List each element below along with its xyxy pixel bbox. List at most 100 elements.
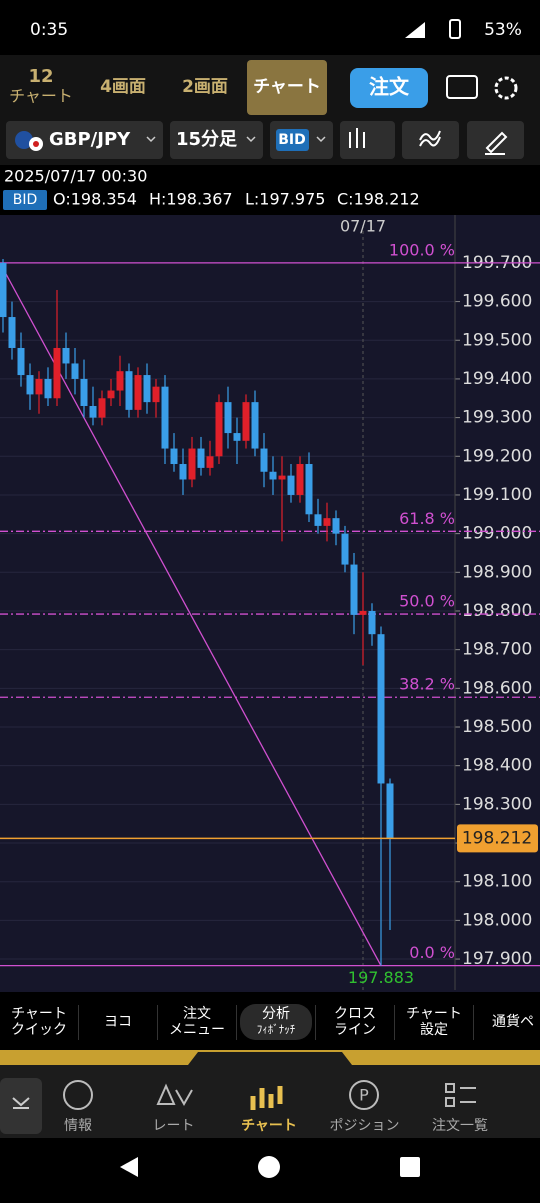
candle-body xyxy=(269,471,277,480)
nav-icon xyxy=(349,1080,379,1110)
candle-body xyxy=(323,518,331,526)
candle-body xyxy=(161,386,169,449)
back-button[interactable] xyxy=(120,1157,138,1177)
y-tick-label: 199.200 xyxy=(462,446,532,466)
dropdown-icon xyxy=(316,136,326,143)
tab[interactable]: 2画面 xyxy=(182,77,228,97)
symbol[interactable]: GBP/JPY xyxy=(49,129,131,150)
price-type-badge xyxy=(276,129,309,151)
date-label: 07/17 xyxy=(340,217,386,236)
order-button-label[interactable]: 注文 xyxy=(369,75,410,99)
fib-label: 61.8 % xyxy=(399,509,455,528)
candle-body xyxy=(8,317,16,348)
candle-body xyxy=(35,378,43,395)
menu-item[interactable]: メニュー xyxy=(169,1022,225,1038)
tab[interactable]: 4画面 xyxy=(100,77,146,97)
nav-tab[interactable]: レート xyxy=(153,1118,195,1134)
y-tick-label: 199.400 xyxy=(462,369,532,389)
nav-tab[interactable]: チャート xyxy=(241,1118,297,1134)
ohlc-close: C:198.212 xyxy=(337,190,420,209)
nav-tab[interactable]: ポジション xyxy=(330,1118,400,1134)
fib-label: 50.0 % xyxy=(399,592,455,611)
chart: 199.700199.600199.500199.400199.300199.2… xyxy=(0,215,540,990)
flag-icon xyxy=(15,131,33,149)
y-tick-label: 198.500 xyxy=(462,717,532,737)
candle-body xyxy=(359,610,367,615)
candle-body xyxy=(287,475,295,495)
candle-body xyxy=(386,783,394,839)
candle-body xyxy=(233,433,241,441)
collapse-icon xyxy=(12,1097,30,1109)
candle-body xyxy=(44,378,52,399)
settings-icon[interactable] xyxy=(494,76,518,100)
menu-item[interactable]: 分析 xyxy=(262,1006,290,1022)
status-battery: 53% xyxy=(484,20,522,40)
battery-icon xyxy=(449,19,461,39)
y-tick-label: 199.100 xyxy=(462,485,532,505)
indicator-button[interactable] xyxy=(402,121,459,159)
candle-body xyxy=(242,402,250,441)
tab-active[interactable]: チャート xyxy=(253,77,321,97)
y-tick-label: 197.900 xyxy=(462,949,532,969)
info-badge-bg xyxy=(3,190,47,210)
menu-item[interactable]: クロス xyxy=(334,1006,376,1022)
candle-body xyxy=(71,363,79,379)
menu-item[interactable]: チャート xyxy=(406,1006,462,1022)
y-tick-label: 198.700 xyxy=(462,640,532,660)
menu-item[interactable]: 注文 xyxy=(183,1006,211,1022)
candle-body xyxy=(332,518,340,534)
order-button[interactable] xyxy=(350,68,428,108)
nav-tab[interactable]: 情報 xyxy=(64,1118,92,1134)
chart-area xyxy=(0,215,540,992)
chart-type-button[interactable] xyxy=(340,121,395,159)
fib-label: 100.0 % xyxy=(389,240,455,259)
candle-body xyxy=(107,390,115,399)
menu-item-active xyxy=(240,1004,312,1040)
candle-body xyxy=(17,347,25,376)
menu-item[interactable]: ﾌｨﾎﾞﾅｯﾁ xyxy=(257,1023,296,1036)
candle-body xyxy=(260,448,268,472)
nav-tabs: 情報 レート チャート ポジション 注文一覧 xyxy=(64,1117,488,1134)
nav-notch xyxy=(188,1052,352,1065)
ohlc-low: L:197.975 xyxy=(245,190,325,209)
menu-item[interactable]: ヨコ xyxy=(104,1014,132,1030)
y-tick-label: 198.300 xyxy=(462,794,532,814)
candle-body xyxy=(197,448,205,468)
candle-body xyxy=(62,347,70,364)
candle-body xyxy=(80,378,88,407)
menu-item[interactable]: クイック xyxy=(11,1022,67,1038)
tab-count[interactable]: 12 xyxy=(28,66,53,87)
candle-body xyxy=(278,475,286,480)
y-tick-label: 198.600 xyxy=(462,678,532,698)
menu-item[interactable]: チャート xyxy=(11,1006,67,1022)
tab-active-bg xyxy=(247,60,327,115)
candle-body xyxy=(125,371,133,410)
timeframe[interactable]: 15分足 xyxy=(176,129,237,150)
nav-icon xyxy=(445,1083,476,1107)
candle-body xyxy=(224,402,232,434)
signal-icon xyxy=(405,22,425,38)
price-type[interactable]: BID xyxy=(278,132,306,148)
menu-item[interactable]: ライン xyxy=(334,1022,376,1038)
symbol-button[interactable] xyxy=(6,121,163,159)
candle-body xyxy=(251,402,259,449)
candle-body xyxy=(350,564,358,615)
y-tick-label: 198.100 xyxy=(462,872,532,892)
fib-label: 0.0 % xyxy=(409,943,455,962)
menu-item[interactable]: 設定 xyxy=(420,1022,448,1038)
fullscreen-icon[interactable] xyxy=(446,75,478,99)
home-button[interactable] xyxy=(258,1156,280,1178)
candle-body xyxy=(377,634,385,784)
dropdown-icon xyxy=(246,136,256,143)
info-badge: BID xyxy=(13,192,38,208)
nav-icon xyxy=(156,1083,193,1107)
nav-tab[interactable]: 注文一覧 xyxy=(432,1117,488,1134)
tab-count-label[interactable]: チャート xyxy=(9,87,73,106)
fib-trend xyxy=(0,262,382,966)
timeframe-button[interactable] xyxy=(170,121,263,159)
recents-button[interactable] xyxy=(400,1157,420,1177)
candle-body xyxy=(188,448,196,480)
menu-item[interactable]: 通貨ペ xyxy=(492,1013,534,1030)
